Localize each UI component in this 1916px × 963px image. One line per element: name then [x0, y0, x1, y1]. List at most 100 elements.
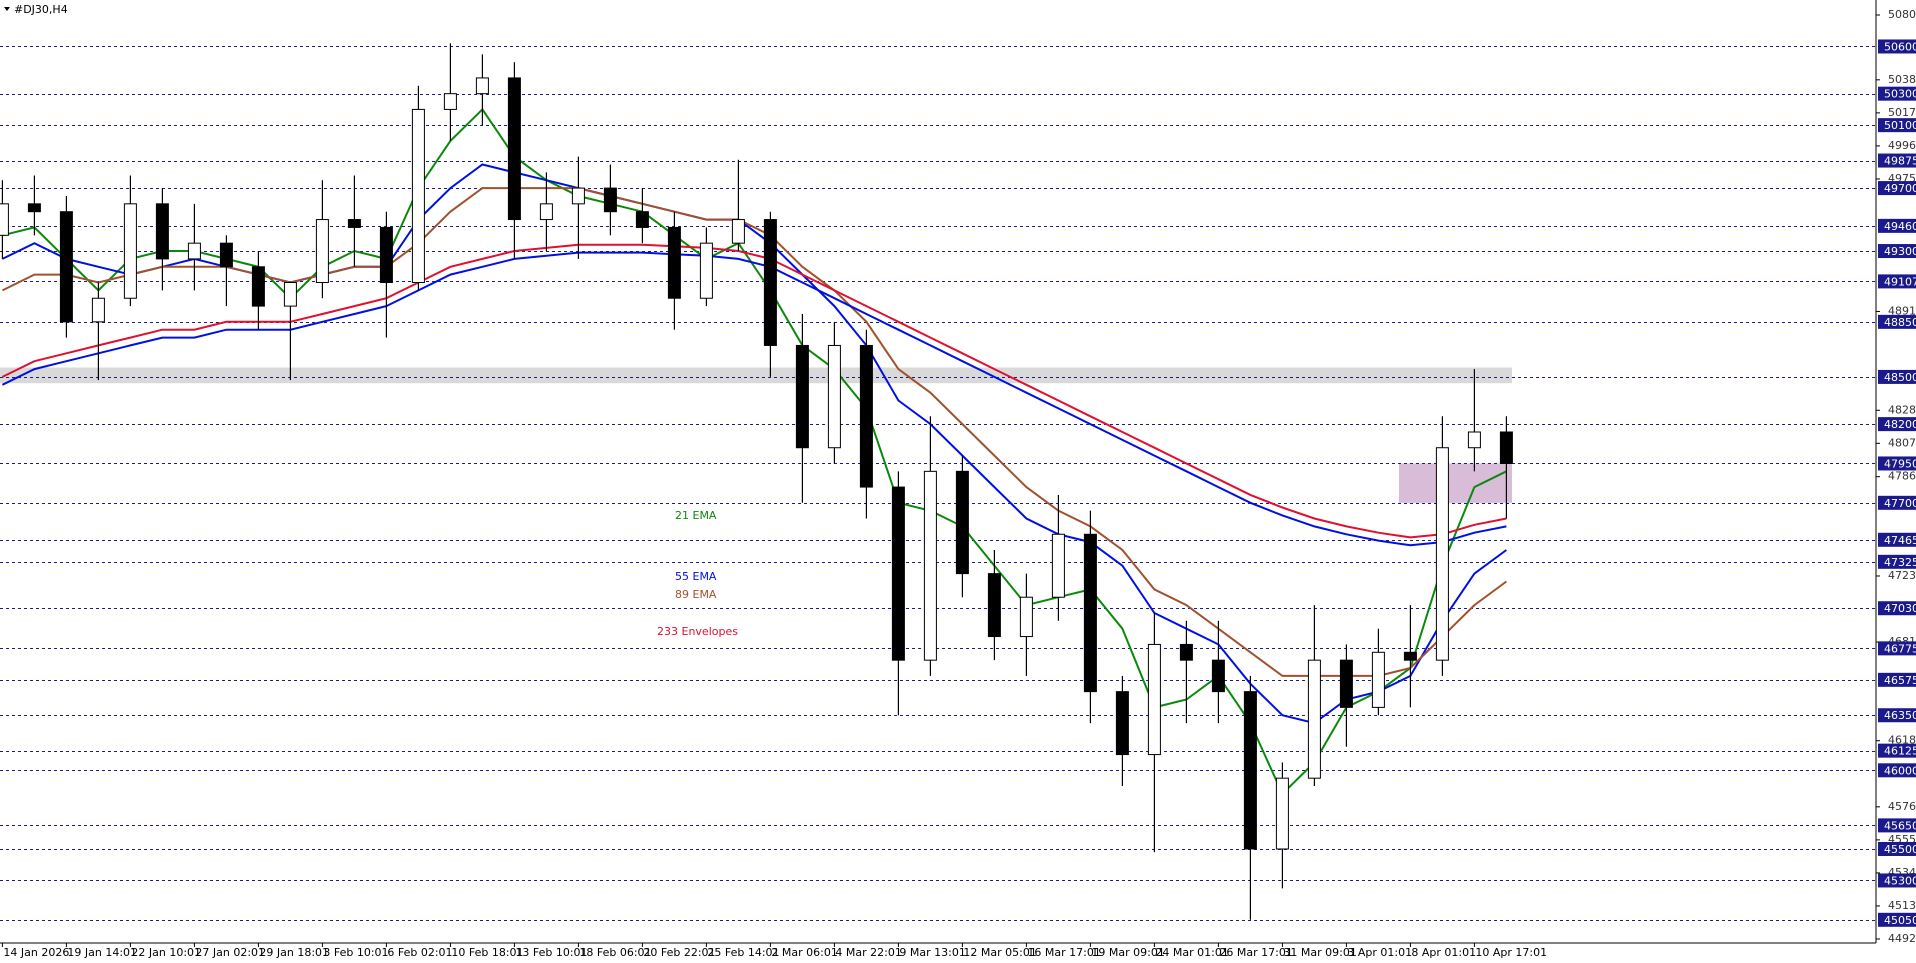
y-tick-label: 44928: [1888, 932, 1916, 945]
y-tick-label: 46188: [1888, 734, 1916, 747]
candle-body: [1179, 643, 1193, 661]
x-tick-label: 4 Mar 22:01: [835, 946, 901, 959]
candle-body: [603, 187, 617, 213]
level-label: 49300: [1884, 245, 1916, 258]
level-label-box: [1878, 818, 1916, 833]
candle-body: [1499, 431, 1513, 464]
candle-body: [1275, 777, 1289, 850]
candle-body: [1243, 691, 1257, 850]
level-label-box: [1878, 417, 1916, 432]
y-tick-label: 48916: [1888, 304, 1916, 317]
y-tick-label: 50388: [1888, 73, 1916, 86]
level-label: 47325: [1884, 556, 1916, 569]
level-label-box: [1878, 912, 1916, 927]
level-label: 48850: [1884, 316, 1916, 329]
candle-body: [475, 77, 489, 95]
x-tick-label: 16 Mar 17:01: [1027, 946, 1100, 959]
level-label: 48500: [1884, 371, 1916, 384]
candle-body: [187, 242, 201, 260]
y-tick-label: 45768: [1888, 800, 1916, 813]
candle-body: [0, 203, 9, 236]
candle-body: [763, 219, 777, 346]
level-label-box: [1878, 181, 1916, 196]
y-tick-label: 49968: [1888, 139, 1916, 152]
y-tick-label: 50178: [1888, 106, 1916, 119]
candle-body: [1083, 533, 1097, 693]
candle-body: [507, 77, 521, 221]
level-label-box: [1878, 118, 1916, 133]
candle-body: [891, 486, 905, 661]
level-label: 47950: [1884, 457, 1916, 470]
candle-body: [59, 211, 73, 323]
candle-body: [635, 211, 649, 228]
y-tick-label: 47235: [1888, 569, 1916, 582]
level-label-box: [1878, 369, 1916, 384]
level-label: 46000: [1884, 764, 1916, 777]
x-tick-label: 19 Mar 09:01: [1091, 946, 1164, 959]
candle-body: [539, 203, 553, 221]
candle-body: [699, 242, 713, 299]
x-tick-label: 31 Mar 09:01: [1283, 946, 1356, 959]
zone: [1399, 463, 1512, 503]
level-label: 45300: [1884, 874, 1916, 887]
y-tick-label: 48288: [1888, 403, 1916, 416]
candle-body: [731, 219, 745, 244]
x-tick-label: 25 Feb 14:01: [707, 946, 779, 959]
level-label-box: [1878, 244, 1916, 259]
level-label-box: [1878, 763, 1916, 778]
level-label-box: [1878, 39, 1916, 54]
candle-body: [1467, 431, 1481, 449]
chart-title: #DJ30,H4: [14, 3, 68, 16]
x-tick-label: 29 Jan 18:01: [259, 946, 329, 959]
x-tick-label: 3 Apr 01:01: [1347, 946, 1412, 959]
candle-body: [123, 203, 137, 299]
x-tick-label: 26 Mar 17:01: [1219, 946, 1292, 959]
level-label: 46775: [1884, 642, 1916, 655]
x-tick-label: 2 Mar 06:01: [771, 946, 837, 959]
x-tick-label: 27 Jan 02:01: [195, 946, 265, 959]
level-label: 47030: [1884, 602, 1916, 615]
candle-body: [443, 93, 457, 110]
envelope-lower-line: [1, 251, 1507, 547]
level-label: 49700: [1884, 182, 1916, 195]
level-label: 45500: [1884, 843, 1916, 856]
level-label: 50100: [1884, 119, 1916, 132]
candle-body: [251, 266, 265, 307]
candle-body: [1307, 659, 1321, 779]
x-tick-label: 3 Feb 10:01: [323, 946, 388, 959]
candle-body: [987, 573, 1001, 638]
x-tick-label: 22 Jan 10:01: [131, 946, 201, 959]
x-tick-label: 19 Jan 14:01: [67, 946, 137, 959]
level-label-box: [1878, 218, 1916, 233]
level-label-box: [1878, 672, 1916, 687]
y-tick-label: 48078: [1888, 436, 1916, 449]
level-label: 45050: [1884, 914, 1916, 927]
level-label: 50600: [1884, 40, 1916, 53]
candle-body: [859, 344, 873, 488]
y-tick-label: 47866: [1888, 470, 1916, 483]
level-label-box: [1878, 274, 1916, 289]
candle-body: [667, 226, 681, 299]
candle-body: [1339, 659, 1353, 708]
zone: [0, 367, 1512, 384]
legend-label: 55 EMA: [675, 570, 717, 583]
candle-body: [219, 242, 233, 268]
candle-body: [955, 470, 969, 575]
candle-body: [1019, 596, 1033, 638]
level-label: 49107: [1884, 275, 1916, 288]
level-label-box: [1878, 86, 1916, 101]
level-label-box: [1878, 841, 1916, 856]
legend-label: 89 EMA: [675, 588, 717, 601]
menu-triangle[interactable]: [4, 7, 10, 11]
candle-body: [1147, 643, 1161, 756]
level-label: 48200: [1884, 418, 1916, 431]
candle-body: [923, 470, 937, 661]
level-label: 50300: [1884, 88, 1916, 101]
candle-body: [91, 297, 105, 323]
level-label: 47700: [1884, 497, 1916, 510]
level-label-box: [1878, 314, 1916, 329]
candle-body: [1051, 533, 1065, 598]
indicator-line: [1, 243, 1507, 539]
x-tick-label: 20 Feb 22:01: [643, 946, 715, 959]
